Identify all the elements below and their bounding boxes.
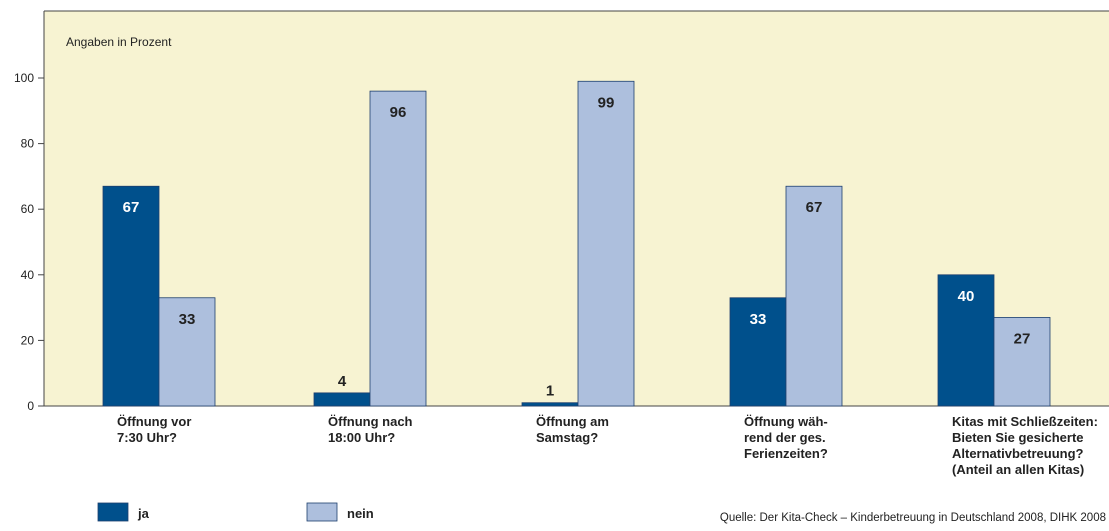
category-label-2: Öffnung am Samstag? <box>536 414 609 445</box>
source-note: Quelle: Der Kita-Check – Kinderbetreuung… <box>720 512 1106 524</box>
category-label-line: Alternativbetreuung? <box>952 446 1084 461</box>
unit-label: Angaben in Prozent <box>66 35 172 49</box>
data-label-ja-4: 40 <box>958 288 975 305</box>
category-label-line: rend der ges. <box>744 430 826 445</box>
category-label-4: Kitas mit Schließzeiten: Bieten Sie gesic… <box>952 414 1098 477</box>
category-label-line: Kitas mit Schließzeiten: <box>952 414 1098 429</box>
bar-nein-3 <box>786 186 842 406</box>
category-label-1: Öffnung nach 18:00 Uhr? <box>328 414 413 445</box>
category-label-line: 7:30 Uhr? <box>117 430 177 445</box>
category-label-line: Öffnung am <box>536 414 609 429</box>
bar-ja-2 <box>522 403 578 406</box>
category-label-0: Öffnung vor 7:30 Uhr? <box>117 414 191 445</box>
data-label-ja-0: 67 <box>123 199 140 216</box>
legend-label-nein: nein <box>347 506 374 521</box>
category-label-line: Ferienzeiten? <box>744 446 828 461</box>
y-tick-label: 100 <box>14 71 34 85</box>
y-tick-label: 40 <box>21 268 35 282</box>
category-label-line: Öffnung nach <box>328 414 413 429</box>
bar-ja-1 <box>314 393 370 406</box>
data-label-nein-4: 27 <box>1014 330 1031 347</box>
data-label-ja-1: 4 <box>338 373 347 390</box>
data-label-ja-3: 33 <box>750 311 767 328</box>
data-label-nein-3: 67 <box>806 199 823 216</box>
y-axis-ticks: 0 20 40 60 80 100 <box>14 71 44 413</box>
bar-nein-2 <box>578 81 634 406</box>
bar-ja-0 <box>103 186 159 406</box>
category-label-line: Öffnung wäh- <box>744 414 828 429</box>
category-label-line: Öffnung vor <box>117 414 191 429</box>
y-tick-label: 60 <box>21 202 35 216</box>
category-label-line: Bieten Sie gesicherte <box>952 430 1084 445</box>
bar-nein-1 <box>370 91 426 406</box>
y-tick-label: 0 <box>27 399 34 413</box>
legend-swatch-nein <box>307 503 337 521</box>
data-label-ja-2: 1 <box>546 383 554 400</box>
category-label-3: Öffnung wäh-rend der ges. Ferienzeiten? <box>744 414 828 461</box>
data-label-nein-0: 33 <box>179 311 196 328</box>
legend: ja nein <box>98 503 374 521</box>
data-label-nein-1: 96 <box>390 104 407 121</box>
category-label-line: (Anteil an allen Kitas) <box>952 462 1084 477</box>
category-labels: Öffnung vor 7:30 Uhr? Öffnung nach 18:00 Uh… <box>117 414 1098 477</box>
y-tick-label: 20 <box>21 333 35 347</box>
y-tick-label: 80 <box>21 137 35 151</box>
legend-swatch-ja <box>98 503 128 521</box>
category-label-line: Samstag? <box>536 430 598 445</box>
legend-label-ja: ja <box>137 506 150 521</box>
data-label-nein-2: 99 <box>598 94 615 111</box>
category-label-line: 18:00 Uhr? <box>328 430 395 445</box>
